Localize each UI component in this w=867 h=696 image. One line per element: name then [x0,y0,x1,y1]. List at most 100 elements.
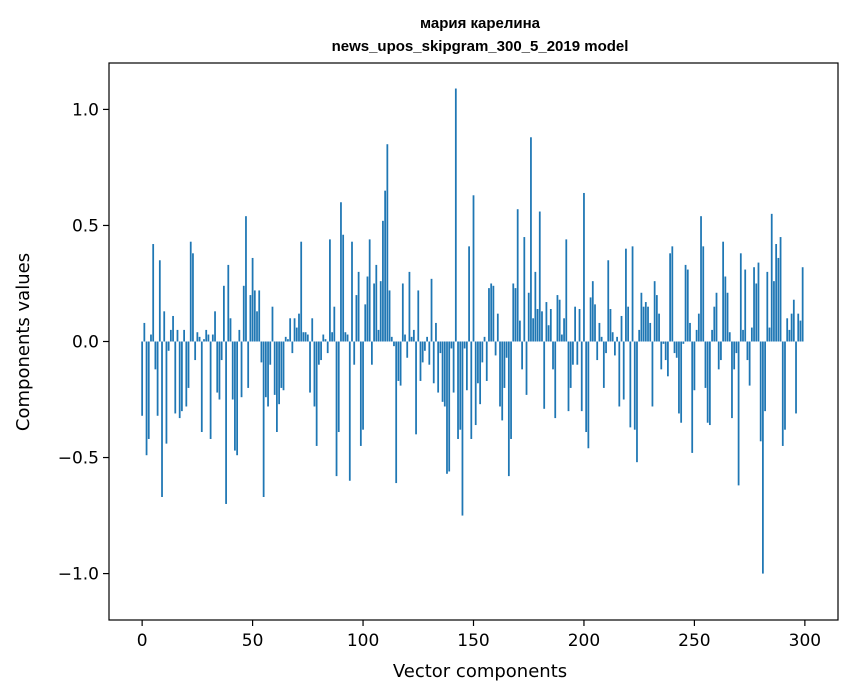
bar [708,341,711,426]
bar [388,290,391,342]
bar [558,299,561,342]
bar [441,341,444,402]
bar [165,341,168,444]
bar [311,318,314,342]
bar [461,341,464,516]
bar [172,315,174,342]
bar [353,341,356,365]
bar [256,311,258,342]
bar [686,269,689,342]
x-tick-label: 0 [137,631,148,651]
bar [594,304,596,342]
bar [238,329,241,342]
bar [647,306,649,342]
bar [362,341,364,430]
bar [245,216,247,342]
bar [569,341,572,388]
bar [750,327,753,342]
bar [260,341,263,363]
bar [649,322,652,342]
bar [348,341,351,481]
bar [477,341,479,384]
bar [614,341,616,356]
bar [715,292,718,342]
y-tick-label: 0.5 [72,216,99,236]
bar [194,341,197,361]
bar [342,234,345,342]
bar [200,341,203,433]
bar [538,211,541,342]
bar [236,341,239,456]
bar [691,341,694,453]
bar [766,271,769,342]
bar [717,341,720,370]
bar [549,309,552,342]
bar [399,341,402,386]
bar [264,341,267,398]
bar [280,341,283,388]
bar [638,329,641,342]
bar [209,341,212,439]
bar-series [141,88,804,574]
bar [503,341,506,388]
bar [329,239,331,342]
bar [655,295,658,342]
x-tick-label: 50 [242,631,264,651]
bar [706,341,709,423]
bar [744,269,747,342]
bar [702,246,705,342]
bar [574,306,576,342]
bar [262,341,265,497]
bar [271,306,274,342]
bar [556,295,559,342]
bar [777,257,780,342]
bar [183,329,185,342]
bar [415,341,417,435]
bar [152,244,155,342]
bar [287,339,289,342]
bar [430,278,433,342]
bar [627,306,630,342]
bar [757,262,760,342]
bar [496,313,499,342]
bar [616,336,618,342]
bar [596,341,599,361]
bar [583,192,585,342]
bar [651,341,654,407]
bar [452,341,455,393]
bar [373,283,375,342]
bar [300,241,303,342]
bar [231,341,234,400]
bar [454,88,457,342]
bar [424,341,426,351]
bar [753,267,755,342]
bar [377,329,380,342]
y-axis-label: Components values [13,253,34,431]
bar [229,318,232,342]
bar [510,341,512,439]
bar [578,309,581,342]
bar [739,253,742,342]
bar [465,341,468,391]
bar [773,281,775,342]
bar [662,341,665,344]
bar [185,341,188,407]
bar [346,334,349,342]
bar [156,341,159,416]
bar [293,318,296,342]
bar [507,341,510,477]
bar [585,341,588,433]
bar [494,341,497,356]
bar [642,306,645,342]
bar [147,341,150,439]
bar [145,341,148,456]
bar [419,341,422,381]
bar [499,341,501,407]
bar [355,295,358,342]
bar [326,341,329,354]
bar [439,341,442,354]
bar [227,264,230,342]
x-tick-label: 200 [568,631,600,651]
bar [315,341,318,446]
bar [306,334,309,342]
